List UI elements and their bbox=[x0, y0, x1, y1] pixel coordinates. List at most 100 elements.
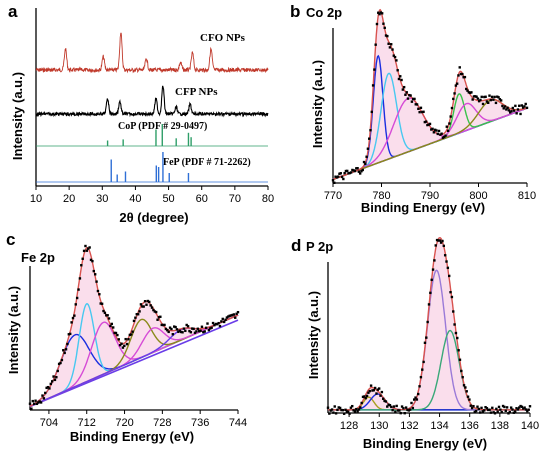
panel-b-data-point bbox=[505, 108, 508, 111]
panel-d-data-point bbox=[443, 254, 447, 257]
panel-b-co2p: b Co 2p Intensity (a.u.) Binding Energy … bbox=[290, 2, 485, 215]
panel-d-data-point bbox=[384, 400, 388, 403]
panel-c-data-point bbox=[80, 264, 83, 267]
panel-d-data-point bbox=[419, 375, 423, 379]
panel-b-data-point bbox=[373, 68, 376, 71]
panel-c-data-point bbox=[228, 314, 231, 318]
panel-b-data-point bbox=[418, 110, 421, 114]
panel-b-data-point bbox=[353, 169, 357, 173]
panel-d-data-point bbox=[414, 396, 417, 399]
panel-b-raw-data bbox=[331, 11, 529, 184]
panel-c-data-point bbox=[192, 327, 195, 331]
panel-b-data-point bbox=[467, 91, 470, 94]
panel-c-xlabel: Binding Energy (eV) bbox=[70, 429, 194, 444]
panel-c-data-point bbox=[118, 343, 122, 347]
panel-b-data-point bbox=[470, 91, 473, 94]
panel-d-data-point bbox=[511, 408, 514, 411]
panel-c-xtick-label-4: 736 bbox=[191, 417, 209, 429]
panel-b-data-point bbox=[506, 106, 509, 110]
panel-c-data-point bbox=[31, 399, 34, 403]
panel-b-data-point bbox=[397, 77, 401, 81]
panel-d-data-point bbox=[382, 397, 385, 400]
panel-c-data-point bbox=[210, 326, 213, 329]
panel-c-data-point bbox=[231, 313, 234, 317]
panel-c-data-point bbox=[128, 333, 132, 337]
panel-c-data-point bbox=[204, 326, 208, 330]
panel-b-data-point bbox=[340, 175, 344, 179]
panel-d-data-point bbox=[462, 384, 466, 387]
panel-d-data-point bbox=[410, 401, 413, 405]
panel-c-envelope-fill bbox=[30, 247, 238, 407]
panel-d-data-point bbox=[438, 239, 441, 242]
panel-c-data-point bbox=[163, 323, 166, 327]
panel-c-data-point bbox=[70, 321, 73, 324]
panel-c-data-point bbox=[150, 306, 154, 309]
panel-c-data-point bbox=[52, 375, 55, 378]
panel-c-data-point bbox=[41, 394, 44, 397]
panel-b-data-point bbox=[453, 92, 456, 95]
panel-b-data-point bbox=[448, 122, 451, 125]
panel-b-data-point bbox=[380, 12, 384, 15]
panel-b-data-point bbox=[333, 181, 336, 184]
panel-d-xtick-label-5: 138 bbox=[491, 420, 509, 432]
panel-d-data-point bbox=[484, 406, 487, 409]
panel-b-data-point bbox=[493, 95, 496, 99]
panel-d-data-point bbox=[330, 408, 334, 411]
panel-c-data-point bbox=[30, 407, 33, 410]
panel-b-data-point bbox=[508, 111, 512, 114]
panel-d-data-point bbox=[487, 408, 490, 412]
panel-d-data-point bbox=[415, 398, 419, 401]
panel-c-data-point bbox=[57, 362, 61, 366]
panel-d-data-point bbox=[501, 404, 505, 408]
panel-b-data-point bbox=[483, 95, 486, 99]
panel-b-data-point bbox=[366, 147, 370, 150]
panel-c-data-point bbox=[66, 342, 69, 346]
panel-d-data-point bbox=[500, 410, 503, 414]
panel-c-xtick-label-5: 744 bbox=[229, 417, 247, 429]
panel-c-data-point bbox=[218, 324, 222, 328]
panel-b-data-point bbox=[382, 22, 385, 25]
panel-d-data-point bbox=[326, 406, 330, 409]
panel-c-data-point bbox=[71, 316, 75, 320]
panel-d-data-point bbox=[404, 406, 408, 409]
panel-c-data-point bbox=[46, 385, 50, 389]
panel-c-data-point bbox=[95, 280, 98, 283]
panel-a-xtick-label-5: 60 bbox=[196, 193, 208, 205]
panel-d-p2p: d P 2p Intensity (a.u.) Binding Energy (… bbox=[291, 236, 487, 451]
panel-d-data-point bbox=[357, 408, 361, 411]
panel-c-data-point bbox=[206, 322, 209, 325]
panel-b-data-point bbox=[444, 134, 447, 137]
panel-c-data-point bbox=[81, 257, 84, 260]
panel-d-data-point bbox=[481, 410, 485, 413]
panel-c-data-point bbox=[196, 327, 199, 330]
panel-d-data-point bbox=[352, 409, 355, 412]
panel-d-data-point bbox=[406, 408, 409, 412]
panel-d-data-point bbox=[466, 395, 470, 398]
panel-b-data-point bbox=[497, 96, 500, 99]
panel-b-data-point bbox=[462, 75, 465, 79]
panel-b-data-point bbox=[339, 172, 342, 175]
panel-d-data-point bbox=[392, 405, 396, 408]
panel-d-title: P 2p bbox=[306, 239, 333, 254]
panel-c-data-point bbox=[132, 319, 136, 323]
panel-c-data-point bbox=[222, 320, 226, 324]
panel-c-data-point bbox=[164, 327, 168, 331]
panel-b-data-point bbox=[510, 110, 513, 113]
panel-c-data-point bbox=[175, 328, 179, 331]
panel-d-data-point bbox=[359, 406, 362, 409]
panel-d-data-point bbox=[488, 408, 491, 411]
panel-c-data-point bbox=[82, 249, 86, 253]
panel-b-data-point bbox=[435, 129, 438, 132]
panel-d-data-point bbox=[504, 409, 507, 412]
panel-c-data-point bbox=[125, 342, 129, 346]
panel-b-data-point bbox=[374, 43, 377, 46]
panel-b-data-point bbox=[455, 82, 459, 85]
panel-c-data-point bbox=[186, 325, 190, 328]
panel-c-data-point bbox=[154, 310, 158, 314]
panel-c-data-point bbox=[209, 327, 212, 330]
panel-b-data-point bbox=[432, 131, 436, 134]
panel-b-data-point bbox=[388, 46, 392, 49]
panel-c-data-point bbox=[203, 330, 206, 333]
panel-b-data-point bbox=[428, 122, 432, 126]
panel-c-data-point bbox=[213, 323, 216, 327]
